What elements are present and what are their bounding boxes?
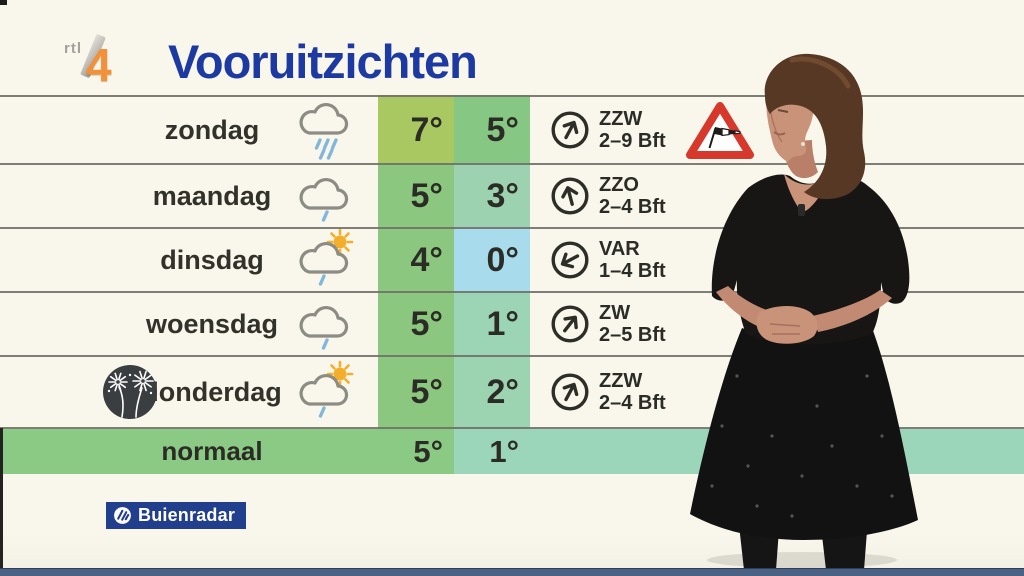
edge-artifact — [0, 428, 3, 576]
corner-artifact — [0, 0, 7, 5]
wind-force-label: 1–4 Bft — [599, 260, 666, 282]
wind-info: ZZW 2–9 Bft — [599, 95, 666, 165]
row-divider — [0, 427, 1024, 429]
max-temp-cell: 5° — [378, 163, 454, 229]
buienradar-logo-text: Buienradar — [138, 505, 236, 525]
fireworks-icon — [101, 363, 159, 421]
normal-row-green-band — [0, 429, 454, 474]
wind-force-label: 2–9 Bft — [599, 130, 666, 152]
max-temp-cell: 5° — [378, 291, 454, 357]
forecast-row: woensdag 5° 1° ZW 2–5 Bft — [0, 291, 1024, 357]
buienradar-radar-icon — [113, 506, 132, 525]
max-temp-cell: 4° — [378, 227, 454, 293]
wind-direction-label: ZZW — [599, 108, 643, 130]
max-temp-cell: 7° — [378, 95, 454, 165]
wind-info: ZZW 2–4 Bft — [599, 355, 666, 429]
day-label: woensdag — [145, 308, 279, 339]
row-divider — [0, 163, 1024, 165]
day-label: dinsdag — [160, 244, 264, 275]
day-label: maandag — [152, 180, 272, 211]
min-temp-cell: 5° — [454, 95, 530, 165]
min-temp-cell: 3° — [454, 163, 530, 229]
wind-force-label: 2–4 Bft — [599, 392, 666, 414]
min-temp-cell: 0° — [454, 227, 530, 293]
forecast-row: dinsdag 4° 0° VAR 1–4 Bft — [0, 227, 1024, 293]
min-temp-cell: 1° — [454, 291, 530, 357]
wind-info: ZZO 2–4 Bft — [599, 163, 666, 229]
wind-direction-icon — [549, 95, 591, 165]
row-divider — [0, 95, 1024, 97]
weather-presenter — [690, 53, 918, 570]
rtl4-logo: rtl 4 — [58, 30, 122, 94]
wind-info: ZW 2–5 Bft — [599, 291, 666, 357]
wind-info: VAR 1–4 Bft — [599, 227, 666, 293]
normal-label: normaal — [161, 436, 263, 466]
forecast-row: donderdag 5° 2° ZZW 2–4 Bft — [0, 355, 1024, 429]
day-label: zondag — [164, 114, 260, 145]
normal-min-temp: 1° — [489, 433, 519, 469]
buienradar-logo: Buienradar — [106, 502, 246, 529]
row-divider — [0, 227, 1024, 229]
wind-direction-icon — [549, 227, 591, 293]
wind-direction-icon — [549, 355, 591, 429]
forecast-row: maandag 5° 3° ZZO 2–4 Bft — [0, 163, 1024, 229]
wind-direction-label: VAR — [599, 238, 640, 260]
normal-max-temp: 5° — [413, 433, 443, 469]
forecast-row: zondag 7° 5° ZZW 2–9 Bft — [0, 95, 1024, 165]
wind-direction-label: ZZO — [599, 174, 639, 196]
wind-force-label: 2–5 Bft — [599, 324, 666, 346]
page-title: Vooruitzichten — [168, 35, 478, 88]
max-temp-cell: 5° — [378, 355, 454, 429]
wind-direction-icon — [549, 291, 591, 357]
rtl4-logo-four: 4 — [86, 39, 112, 91]
bottom-screen-bar — [0, 568, 1024, 576]
min-temp-cell: 2° — [454, 355, 530, 429]
wind-force-label: 2–4 Bft — [599, 196, 666, 218]
row-divider — [0, 291, 1024, 293]
day-label: donderdag — [142, 376, 282, 407]
wind-direction-label: ZZW — [599, 370, 643, 392]
row-divider — [0, 355, 1024, 357]
rtl-logo-text: rtl — [64, 40, 82, 57]
windsock-warning-sign — [684, 98, 756, 162]
weather-icon — [286, 355, 364, 429]
weather-icon — [286, 227, 364, 293]
presenter-shadow — [707, 552, 897, 568]
weather-icon — [286, 95, 364, 165]
wind-direction-label: ZW — [599, 302, 631, 324]
wind-direction-icon — [549, 163, 591, 229]
weather-icon — [286, 163, 364, 229]
weather-icon — [286, 291, 364, 357]
